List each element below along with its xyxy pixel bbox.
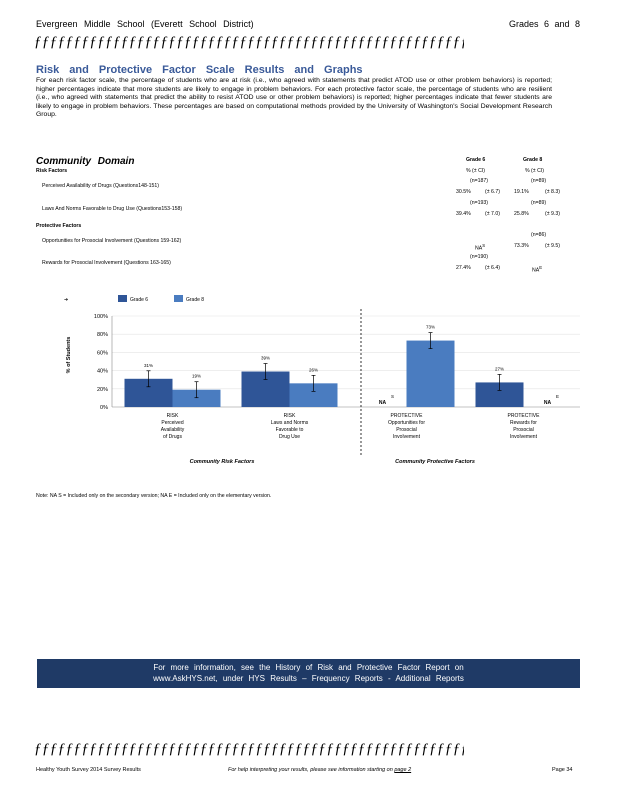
bar	[406, 340, 455, 407]
row-value-grade8: NAE	[532, 265, 543, 274]
row-ci-grade6: (± 6.7)	[485, 189, 500, 195]
na-superscript: E	[539, 265, 543, 270]
footer-survey-name: Healthy Youth Survey 2014 Survey Results	[36, 767, 141, 773]
row-value-grade8: 73.3%	[514, 243, 529, 249]
footnote-na: Note: NA S = Included only on the second…	[36, 493, 272, 499]
bar-data-label: NA	[544, 400, 552, 406]
category-label: Availability	[161, 427, 185, 433]
footer-page-number: Page 34	[552, 767, 573, 773]
more-info-band: For more information, see the History of…	[37, 659, 580, 688]
bar-data-label: 19%	[192, 374, 201, 379]
bar-data-label: NA	[379, 400, 387, 406]
y-tick-label: 40%	[97, 369, 108, 375]
bar-data-label: 39%	[261, 356, 270, 361]
bar	[289, 383, 338, 407]
category-label: Involvement	[393, 434, 421, 440]
row-ci-grade6: (± 7.0)	[485, 211, 500, 217]
y-tick-label: 100%	[94, 314, 108, 320]
row-n-grade6: (n=187)	[470, 178, 489, 184]
category-label: Involvement	[510, 434, 538, 440]
group-label-risk: Community Risk Factors	[190, 459, 255, 465]
category-label: Laws and Norms	[271, 420, 309, 426]
row-ci-grade8: (± 8.3)	[545, 189, 560, 195]
group-label-protective: Community Protective Factors	[395, 459, 475, 465]
more-info-line-2[interactable]: www.AskHYS.net, under HYS Results – Freq…	[153, 674, 464, 683]
footer-help-text: For help interpreting your results, plea…	[228, 767, 412, 773]
report-header-grades: Grades 6 and 8	[508, 19, 580, 29]
category-label: Rewards for	[510, 420, 537, 426]
row-n-grade8: (n=89)	[531, 200, 547, 206]
more-info-line-1: For more information, see the History of…	[153, 663, 464, 672]
community-domain-bar-chart: 0% 20% 40% 60% 80% 100% % of Students ➜ Grade 6 G…	[64, 295, 580, 465]
bar-data-label: 27%	[495, 366, 504, 371]
y-tick-label: 60%	[97, 350, 108, 356]
col-header-grade8: Grade 8	[523, 157, 543, 163]
row-value-grade6: NAS	[475, 243, 486, 252]
na-superscript: S	[482, 243, 486, 248]
section-title: Risk and Protective Factor Scale Results…	[36, 64, 363, 76]
report-header-school: Evergreen Middle School (Everett School …	[36, 19, 254, 29]
na-superscript: S	[391, 394, 394, 399]
row-n-grade6: (n=190)	[470, 254, 489, 260]
row-value-grade8: 25.8%	[514, 211, 529, 217]
legend-label: Grade 6	[130, 297, 148, 303]
category-label: PROTECTIVE	[508, 413, 541, 419]
row-value-grade6: 30.5%	[456, 189, 471, 195]
protective-factors-label: Protective Factors	[36, 223, 82, 229]
row-n-grade8: (n=86)	[531, 232, 547, 238]
bar-data-label: 73%	[426, 325, 435, 330]
row-label: Laws And Norms Favorable to Drug Use (Qu…	[42, 206, 183, 212]
row-ci-grade8: (± 9.5)	[545, 243, 560, 249]
col-ci-grade6: % (± CI)	[466, 168, 485, 174]
row-label: Perceived Availability of Drugs (Questio…	[42, 183, 159, 189]
bar-data-label: 26%	[309, 367, 318, 372]
category-label: RISK	[167, 413, 179, 419]
y-tick-label: 0%	[100, 405, 108, 411]
row-ci-grade6: (± 6.4)	[485, 265, 500, 271]
row-n-grade8: (n=89)	[531, 178, 547, 184]
legend-marker-icon: ➜	[64, 297, 68, 303]
page-2-link[interactable]: page 2	[394, 767, 412, 773]
legend-swatch	[174, 295, 183, 302]
col-ci-grade8: % (± CI)	[525, 168, 544, 174]
decorative-separator-bottom: ƒƒƒƒƒƒƒƒƒƒƒƒƒƒƒƒƒƒƒƒƒƒƒƒƒƒƒƒƒƒƒƒƒƒƒƒƒƒƒƒ…	[34, 741, 464, 757]
na-superscript: E	[556, 394, 559, 399]
bar	[172, 389, 221, 407]
row-value-grade8: 19.1%	[514, 189, 529, 195]
y-tick-label: 80%	[97, 332, 108, 338]
row-value-grade6: 39.4%	[456, 211, 471, 217]
bar-data-label: 31%	[144, 363, 153, 368]
category-label: Perceived	[161, 420, 183, 426]
row-label: Rewards for Prosocial Involvement (Quest…	[42, 260, 171, 266]
category-label: Favorable to	[276, 427, 304, 433]
legend-label: Grade 8	[186, 297, 204, 303]
legend-swatch	[118, 295, 127, 302]
category-label: Opportunities for	[388, 420, 425, 426]
row-label: Opportunities for Prosocial Involvement …	[42, 238, 182, 244]
row-ci-grade8: (± 9.3)	[545, 211, 560, 217]
y-tick-label: 20%	[97, 387, 108, 393]
intro-paragraph: For each risk factor scale, the percenta…	[36, 77, 552, 119]
category-label: Prosocial	[513, 427, 534, 433]
decorative-separator-top: ƒƒƒƒƒƒƒƒƒƒƒƒƒƒƒƒƒƒƒƒƒƒƒƒƒƒƒƒƒƒƒƒƒƒƒƒƒƒƒƒ…	[34, 34, 464, 50]
y-axis-title: % of Students	[66, 337, 72, 374]
col-header-grade6: Grade 6	[466, 157, 486, 163]
row-n-grade6: (n=193)	[470, 200, 489, 206]
domain-title: Community Domain	[36, 156, 135, 167]
row-value-grade6: 27.4%	[456, 265, 471, 271]
category-label: Prosocial	[396, 427, 417, 433]
category-label: PROTECTIVE	[391, 413, 424, 419]
category-label: RISK	[284, 413, 296, 419]
category-label: Drug Use	[279, 434, 300, 440]
category-label: of Drugs	[163, 434, 182, 440]
risk-factors-label: Risk Factors	[36, 168, 68, 174]
